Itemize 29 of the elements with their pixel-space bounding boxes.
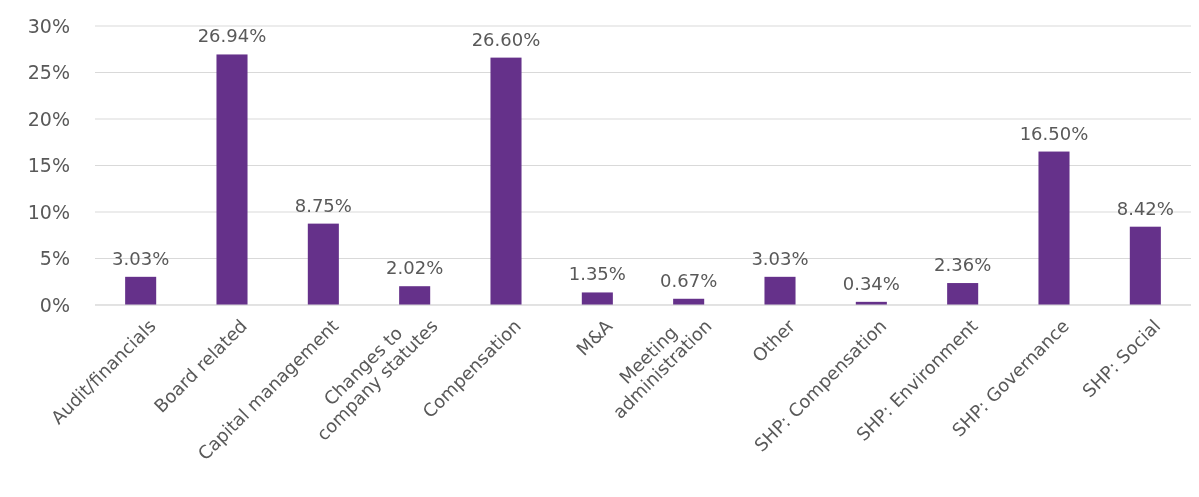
data-label: 8.75% — [294, 194, 352, 216]
data-label: 1.35% — [568, 263, 626, 285]
data-label: 26.94% — [197, 25, 267, 47]
data-label: 8.42% — [1116, 197, 1174, 219]
y-tick-label: 5% — [39, 247, 70, 270]
bar — [581, 292, 613, 305]
y-tick-label: 15% — [27, 154, 70, 177]
data-label: 2.02% — [386, 257, 444, 279]
bar — [947, 283, 979, 305]
bar — [490, 57, 522, 305]
y-tick-label: 30% — [27, 14, 70, 37]
data-label: 26.60% — [471, 28, 541, 50]
bar — [125, 276, 157, 305]
y-tick-label: 0% — [39, 293, 70, 316]
bar — [307, 223, 339, 305]
data-label: 0.34% — [842, 272, 900, 294]
data-label: 0.67% — [660, 269, 718, 291]
y-tick-label: 10% — [27, 200, 70, 223]
y-tick-label: 25% — [27, 61, 70, 84]
data-label: 2.36% — [934, 254, 992, 276]
data-label: 16.50% — [1019, 122, 1089, 144]
y-tick-label: 20% — [27, 107, 70, 130]
bar — [1129, 226, 1161, 305]
data-label: 3.03% — [112, 247, 170, 269]
bar — [216, 54, 248, 305]
bar — [764, 276, 796, 305]
bar — [399, 286, 431, 305]
data-label: 3.03% — [751, 247, 809, 269]
bar — [1038, 151, 1070, 305]
